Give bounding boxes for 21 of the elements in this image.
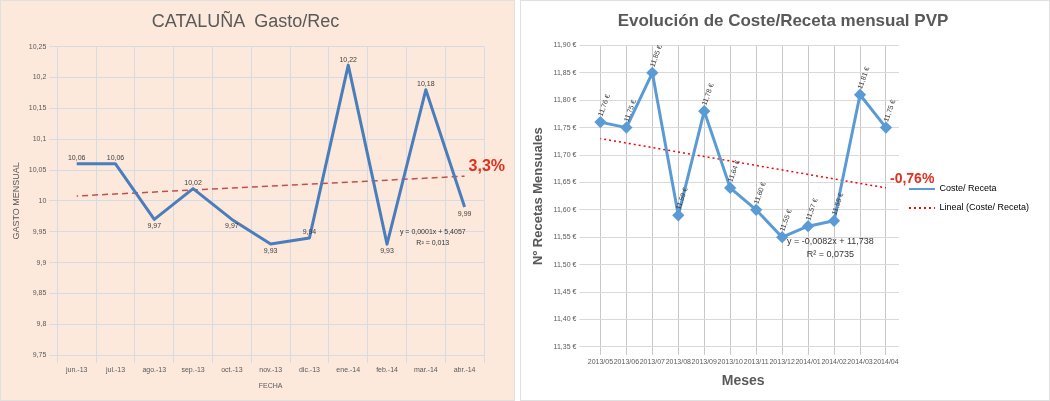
y-axis-title: Nº Recetas Mensuales [530, 127, 546, 265]
point [594, 116, 606, 128]
annotation: -0,76% [889, 169, 935, 186]
point [750, 204, 762, 216]
chart-title: CATALUÑA Gasto/Rec [151, 9, 340, 31]
point [880, 122, 892, 134]
y-axis-title: GASTO MENSUAL [10, 162, 21, 240]
annotation: 3,3% [468, 156, 506, 174]
annotation: y = -0,0082x + 11,738 [786, 235, 874, 246]
point [802, 220, 814, 232]
point [646, 67, 658, 79]
point [724, 182, 736, 194]
point [776, 231, 788, 243]
annotation: R² = 0,0735 [806, 248, 855, 259]
legend-label: Lineal (Coste/ Receta) [939, 202, 1029, 213]
point [854, 89, 866, 101]
chart-title: Evolución de Coste/Receta mensual PVP [617, 10, 949, 30]
legend-label: Coste/ Receta [939, 183, 997, 194]
point [620, 122, 632, 134]
x-axis-title: Meses [721, 372, 765, 389]
point [828, 215, 840, 227]
